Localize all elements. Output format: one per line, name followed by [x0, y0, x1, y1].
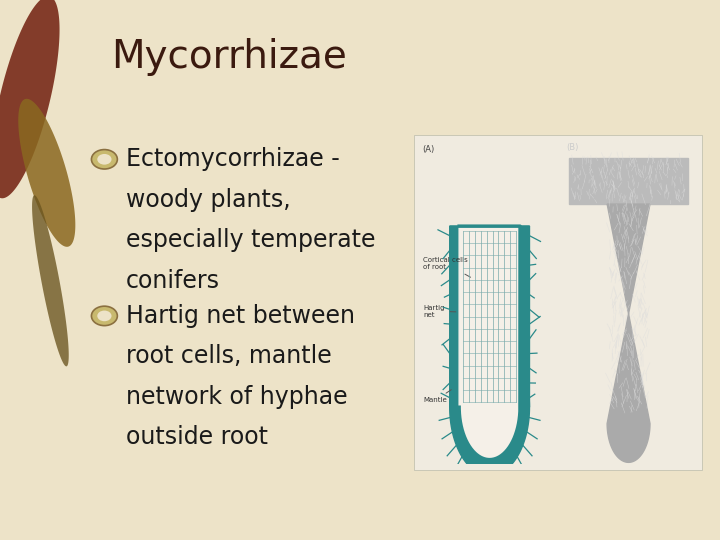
- Polygon shape: [570, 158, 688, 204]
- Text: Cortical cells
of root: Cortical cells of root: [423, 257, 471, 277]
- Polygon shape: [459, 226, 520, 460]
- Circle shape: [91, 306, 117, 326]
- Text: conifers: conifers: [126, 269, 220, 293]
- FancyBboxPatch shape: [414, 135, 702, 470]
- Text: Mantle: Mantle: [423, 390, 451, 403]
- Polygon shape: [450, 226, 529, 476]
- Text: especially temperate: especially temperate: [126, 228, 376, 252]
- Text: network of hyphae: network of hyphae: [126, 385, 348, 409]
- Text: outside root: outside root: [126, 426, 268, 449]
- Circle shape: [97, 310, 112, 321]
- Text: root cells, mantle: root cells, mantle: [126, 345, 332, 368]
- Polygon shape: [18, 99, 76, 247]
- Polygon shape: [32, 195, 68, 366]
- Circle shape: [91, 150, 117, 169]
- Polygon shape: [607, 204, 650, 462]
- Text: woody plants,: woody plants,: [126, 188, 291, 212]
- Text: Hartig net between: Hartig net between: [126, 304, 355, 328]
- Text: Mycorrhizae: Mycorrhizae: [112, 38, 348, 76]
- Text: (B): (B): [567, 143, 579, 152]
- Text: Ectomycorrhizae -: Ectomycorrhizae -: [126, 147, 340, 171]
- Polygon shape: [450, 226, 529, 407]
- Circle shape: [97, 154, 112, 165]
- Text: (A): (A): [422, 145, 434, 154]
- Polygon shape: [0, 0, 60, 198]
- Text: Hartig
net: Hartig net: [423, 305, 456, 318]
